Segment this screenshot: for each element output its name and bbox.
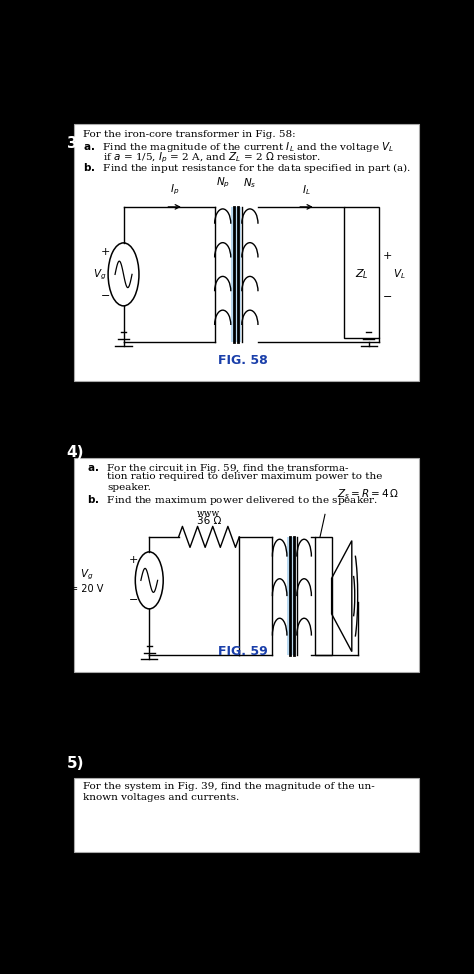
Text: $V_g$: $V_g$ [93,267,106,281]
Text: $I_p$: $I_p$ [170,183,179,197]
FancyBboxPatch shape [287,537,296,656]
Text: $V_L$: $V_L$ [393,268,406,281]
Text: +: + [100,247,110,257]
Text: −: − [100,291,110,301]
FancyBboxPatch shape [344,206,379,338]
Text: For the system in Fig. 39, find the magnitude of the un-: For the system in Fig. 39, find the magn… [83,782,375,791]
Text: −: − [383,292,392,302]
Text: +: + [383,250,392,261]
Text: 36 Ω: 36 Ω [197,516,221,526]
Text: $\bf{a.}$  For the circuit in Fig. 59, find the transforma-: $\bf{a.}$ For the circuit in Fig. 59, fi… [87,462,350,475]
Text: $Z_s = R = 4\,\Omega$: $Z_s = R = 4\,\Omega$ [337,487,399,501]
Text: +: + [128,555,138,566]
FancyBboxPatch shape [231,206,241,342]
Text: 5): 5) [66,756,84,770]
Text: $Z_L$: $Z_L$ [355,268,368,281]
Text: $N_s$: $N_s$ [243,176,256,190]
Text: 3): 3) [66,135,84,151]
Text: if $a$ = 1/5, $I_p$ = 2 A, and $Z_L$ = 2 $\Omega$ resistor.: if $a$ = 1/5, $I_p$ = 2 A, and $Z_L$ = 2… [103,151,321,165]
FancyBboxPatch shape [74,125,419,381]
Text: $I_L$: $I_L$ [302,183,311,197]
Text: = 20 V: = 20 V [70,584,103,594]
Text: $\bf{b.}$  Find the maximum power delivered to the speaker.: $\bf{b.}$ Find the maximum power deliver… [87,494,378,507]
Text: www: www [197,509,220,518]
Text: known voltages and currents.: known voltages and currents. [83,793,239,802]
Text: FIG. 58: FIG. 58 [218,355,268,367]
Text: FIG. 59: FIG. 59 [218,646,268,658]
Text: tion ratio required to deliver maximum power to the: tion ratio required to deliver maximum p… [107,472,383,481]
FancyBboxPatch shape [74,778,419,852]
FancyBboxPatch shape [315,537,332,656]
Text: For the iron-core transformer in Fig. 58:: For the iron-core transformer in Fig. 58… [83,130,296,138]
Text: −: − [128,595,138,605]
Text: $\bf{b.}$  Find the input resistance for the data specified in part (a).: $\bf{b.}$ Find the input resistance for … [83,161,411,175]
Text: $N_p$: $N_p$ [216,176,230,190]
Text: $\bf{a.}$  Find the magnitude of the current $I_L$ and the voltage $V_L$: $\bf{a.}$ Find the magnitude of the curr… [83,140,394,154]
FancyBboxPatch shape [74,458,419,672]
Text: speaker.: speaker. [107,483,151,492]
Text: $V_g$: $V_g$ [80,567,93,581]
Text: 4): 4) [66,445,84,461]
